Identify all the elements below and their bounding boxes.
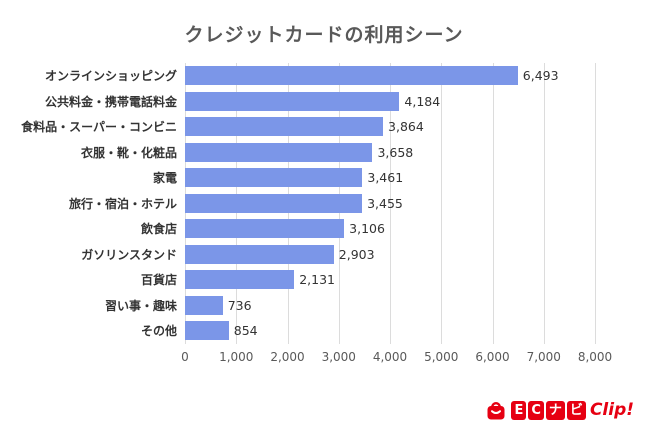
value-label: 4,184	[404, 93, 441, 109]
value-label: 854	[233, 323, 258, 339]
value-label: 736	[227, 297, 252, 313]
bar-row: 旅行・宿泊・ホテル 3,455	[0, 191, 648, 217]
category-label: 衣服・靴・化粧品	[80, 145, 177, 160]
bar	[185, 168, 363, 188]
bar	[185, 244, 334, 264]
category-label: 習い事・趣味	[104, 298, 177, 313]
x-tick-label: 5,000	[424, 349, 459, 364]
bar	[185, 295, 223, 315]
bar	[185, 117, 384, 137]
bar	[185, 270, 295, 290]
bar	[185, 321, 229, 341]
bar-row: 食料品・スーパー・コンビニ 3,864	[0, 114, 648, 140]
bar-row: 飲食店 3,106	[0, 216, 648, 242]
category-label: 家電	[152, 171, 177, 186]
chart-title: クレジットカードの利用シーン	[184, 24, 464, 46]
bar-row: 衣服・靴・化粧品 3,658	[0, 140, 648, 166]
value-label: 3,455	[367, 195, 403, 211]
x-tick-label: 7,000	[526, 349, 561, 364]
bar	[185, 91, 400, 111]
value-label: 3,461	[367, 170, 404, 186]
x-tick-label: 6,000	[475, 349, 510, 364]
category-label: 食料品・スーパー・コンビニ	[21, 120, 177, 135]
category-label: 旅行・宿泊・ホテル	[68, 196, 177, 211]
bar-row: 公共料金・携帯電話料金 4,184	[0, 89, 648, 115]
x-tick-label: 8,000	[577, 349, 613, 364]
gridline	[492, 63, 494, 344]
shopping-bag-icon	[484, 398, 508, 422]
bar-row: ガソリンスタンド 2,903	[0, 242, 648, 268]
bar-row: 習い事・趣味 736	[0, 293, 648, 319]
category-label: 百貨店	[140, 273, 177, 288]
logo-char: C	[528, 400, 544, 420]
value-label: 3,106	[349, 221, 385, 237]
bar	[185, 66, 518, 86]
x-axis: 0 1,000 2,000 3,000 4,000 5,000 6,000 7,000 8,00…	[181, 349, 612, 370]
value-label: 3,658	[377, 144, 414, 160]
bar-rows: オンラインショッピング 6,493 公共料金・携帯電話料金 4,184 食料品・スーパー…	[0, 63, 648, 344]
logo-char: ビ	[566, 400, 586, 420]
category-label: その他	[140, 324, 177, 339]
bar-row: 家電 3,461	[0, 165, 648, 191]
category-label: オンラインショッピング	[44, 69, 177, 84]
value-label: 3,864	[388, 119, 424, 135]
bar	[185, 219, 345, 239]
category-label: 飲食店	[140, 222, 177, 237]
bar-row: 百貨店 2,131	[0, 267, 648, 293]
bar	[185, 142, 373, 162]
x-tick-label: 2,000	[270, 349, 305, 364]
category-label: ガソリンスタンド	[81, 247, 177, 262]
logo-suffix: Clip!	[589, 400, 634, 420]
value-label: 6,493	[522, 68, 559, 84]
x-tick-label: 3,000	[321, 349, 356, 364]
gridline	[543, 63, 545, 344]
bar-row: その他 854	[0, 318, 648, 344]
bar	[185, 193, 363, 213]
gridline	[595, 63, 596, 344]
logo-char: E	[511, 400, 527, 420]
gridline	[441, 63, 443, 344]
x-tick-label: 1,000	[219, 349, 254, 364]
value-label: 2,131	[299, 272, 335, 288]
gridline	[390, 63, 391, 344]
bar-chart: オンラインショッピング 6,493 公共料金・携帯電話料金 4,184 食料品・スーパー…	[0, 63, 648, 344]
logo-char: ナ	[545, 400, 565, 420]
category-label: 公共料金・携帯電話料金	[44, 94, 177, 109]
value-label: 2,903	[338, 246, 375, 262]
bar-row: オンラインショッピング 6,493	[0, 63, 648, 89]
x-tick-label: 0	[181, 349, 189, 364]
x-tick-label: 4,000	[372, 349, 408, 364]
